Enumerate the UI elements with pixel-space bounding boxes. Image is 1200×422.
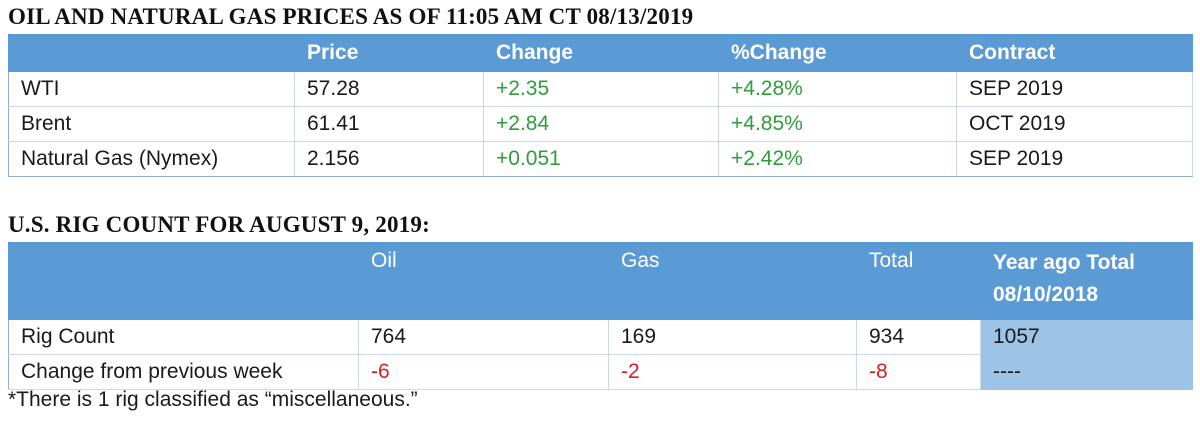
rig-total-value: 934 bbox=[856, 319, 981, 355]
table-row: Change from previous week -6 -2 -8 ---- bbox=[8, 354, 1193, 390]
commodity-contract: SEP 2019 bbox=[956, 141, 1193, 177]
rig-count-title: U.S. RIG COUNT FOR AUGUST 9, 2019: bbox=[8, 212, 430, 237]
commodity-name: WTI bbox=[8, 71, 295, 107]
rig-header-year-ago: Year ago Total 08/10/2018 bbox=[980, 242, 1193, 320]
rig-header-total: Total bbox=[856, 242, 981, 320]
prices-header-row: Price Change %Change Contract bbox=[8, 34, 1193, 72]
table-row: Rig Count 764 169 934 1057 bbox=[8, 319, 1193, 355]
commodity-price: 61.41 bbox=[294, 106, 484, 142]
rig-year-ago-value: ---- bbox=[980, 354, 1193, 390]
commodity-change: +2.84 bbox=[483, 106, 719, 142]
commodity-pct-change: +4.85% bbox=[718, 106, 957, 142]
prices-header-name bbox=[8, 34, 295, 72]
rig-oil-value: -6 bbox=[358, 354, 609, 390]
footnote: *There is 1 rig classified as “miscellan… bbox=[8, 388, 418, 411]
rig-gas-value: 169 bbox=[608, 319, 857, 355]
rig-header-gas: Gas bbox=[608, 242, 857, 320]
commodity-price: 2.156 bbox=[294, 141, 484, 177]
table-row: WTI 57.28 +2.35 +4.28% SEP 2019 bbox=[8, 71, 1193, 107]
table-row: Natural Gas (Nymex) 2.156 +0.051 +2.42% … bbox=[8, 141, 1193, 177]
rig-header-row: Oil Gas Total Year ago Total 08/10/2018 bbox=[8, 242, 1193, 320]
rig-gas-value: -2 bbox=[608, 354, 857, 390]
rig-count-table: Oil Gas Total Year ago Total 08/10/2018 … bbox=[8, 242, 1193, 390]
commodity-pct-change: +2.42% bbox=[718, 141, 957, 177]
commodity-contract: SEP 2019 bbox=[956, 71, 1193, 107]
rig-row-label: Change from previous week bbox=[8, 354, 359, 390]
rig-header-blank bbox=[8, 242, 359, 320]
commodity-change: +2.35 bbox=[483, 71, 719, 107]
commodity-contract: OCT 2019 bbox=[956, 106, 1193, 142]
rig-year-ago-value: 1057 bbox=[980, 319, 1193, 355]
rig-row-label: Rig Count bbox=[8, 319, 359, 355]
commodity-price: 57.28 bbox=[294, 71, 484, 107]
rig-header-oil: Oil bbox=[358, 242, 609, 320]
rig-oil-value: 764 bbox=[358, 319, 609, 355]
prices-table: Price Change %Change Contract WTI 57.28 … bbox=[8, 34, 1193, 177]
commodity-change: +0.051 bbox=[483, 141, 719, 177]
commodity-pct-change: +4.28% bbox=[718, 71, 957, 107]
table-row: Brent 61.41 +2.84 +4.85% OCT 2019 bbox=[8, 106, 1193, 142]
prices-title: OIL AND NATURAL GAS PRICES AS OF 11:05 A… bbox=[8, 4, 694, 29]
prices-header-price: Price bbox=[294, 34, 484, 72]
prices-header-change: Change bbox=[483, 34, 719, 72]
prices-header-pct-change: %Change bbox=[718, 34, 957, 72]
prices-header-contract: Contract bbox=[956, 34, 1193, 72]
commodity-name: Brent bbox=[8, 106, 295, 142]
rig-total-value: -8 bbox=[856, 354, 981, 390]
commodity-name: Natural Gas (Nymex) bbox=[8, 141, 295, 177]
